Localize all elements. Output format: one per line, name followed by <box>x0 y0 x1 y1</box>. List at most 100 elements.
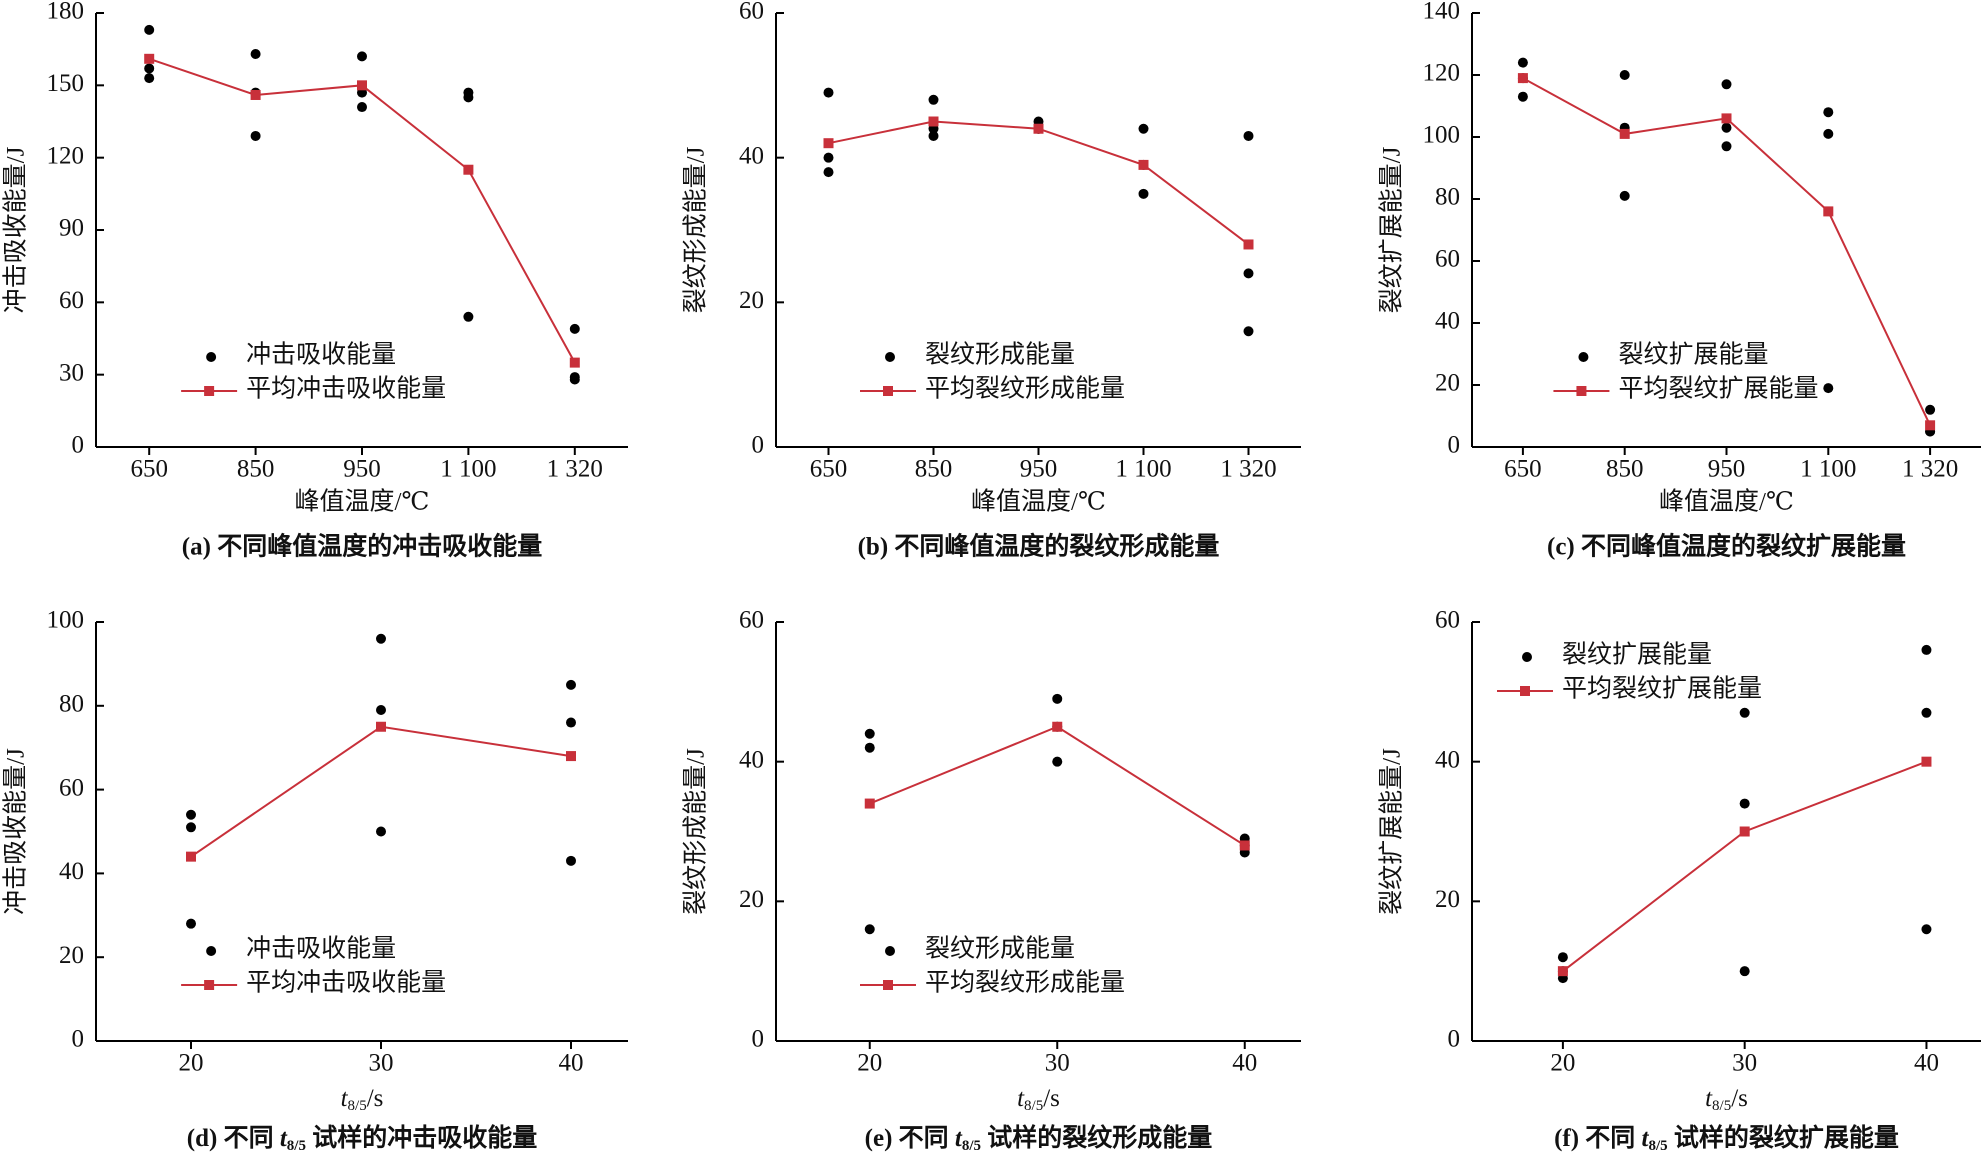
x-axis-label-sub: 8/5 <box>1024 1098 1043 1114</box>
data-point <box>1619 190 1630 201</box>
x-tick-label: 1 320 <box>1902 456 1958 483</box>
data-point <box>1243 268 1254 279</box>
y-axis-label: 裂纹形成能量/J <box>682 748 710 915</box>
caption-text: 试样的冲击吸收能量 <box>306 1123 537 1152</box>
data-point <box>569 374 580 385</box>
legend-marker <box>1520 686 1530 696</box>
legend-label: 裂纹扩展能量 <box>1618 341 1768 369</box>
mean-point <box>1517 73 1528 84</box>
legend-marker <box>885 352 895 362</box>
mean-point <box>1052 721 1063 732</box>
x-tick-label: 650 <box>130 456 168 483</box>
x-tick-label: 1 100 <box>1800 456 1856 483</box>
y-tick-label: 0 <box>752 432 765 459</box>
data-point <box>1921 924 1932 935</box>
x-tick-label: 1 100 <box>1115 456 1171 483</box>
x-tick-label: 30 <box>369 1050 394 1077</box>
y-tick-label: 20 <box>739 886 764 913</box>
legend-label: 平均冲击吸收能量 <box>246 375 446 403</box>
mean-point <box>144 53 155 64</box>
data-point <box>928 130 939 141</box>
mean-point <box>250 89 261 100</box>
legend-marker <box>206 352 217 362</box>
mean-line <box>869 725 1246 847</box>
data-point <box>376 704 386 715</box>
legend-marker <box>1576 386 1587 396</box>
legend-marker <box>204 386 215 396</box>
caption-text: 试样的裂纹扩展能量 <box>1668 1123 1899 1152</box>
x-tick-label: 950 <box>1020 456 1058 483</box>
data-point <box>566 679 576 690</box>
data-point <box>1823 383 1834 394</box>
data-point <box>1921 707 1932 718</box>
data-point <box>566 855 576 866</box>
x-axis-label: 峰值温度/℃ <box>971 488 1106 516</box>
x-axis-label-var: t <box>341 1085 349 1112</box>
data-point <box>1517 91 1528 102</box>
x-tick-label: 30 <box>1045 1050 1070 1077</box>
mean-point <box>928 116 939 127</box>
mean-point <box>566 751 576 762</box>
y-tick-label: 0 <box>752 1026 765 1053</box>
legend-marker <box>204 980 215 990</box>
data-point <box>864 742 875 753</box>
y-tick-label: 40 <box>739 142 764 169</box>
data-point <box>1052 693 1063 704</box>
data-point <box>1721 122 1732 133</box>
legend-marker <box>1522 652 1532 662</box>
y-tick-label: 60 <box>1435 607 1460 634</box>
mean-point <box>1243 239 1254 250</box>
y-tick-label: 120 <box>1423 60 1461 87</box>
x-tick-label: 20 <box>179 1050 204 1077</box>
caption-var: t <box>955 1125 963 1152</box>
y-axis-label: 裂纹扩展能量/J <box>1378 146 1406 313</box>
x-tick-label: 850 <box>915 456 953 483</box>
x-tick-label: 40 <box>1232 1050 1257 1077</box>
data-point <box>357 102 367 113</box>
y-tick-label: 90 <box>59 215 84 242</box>
legend-label: 平均冲击吸收能量 <box>246 969 446 997</box>
data-point <box>1243 130 1254 141</box>
caption: (f) 不同 t8/5 试样的裂纹扩展能量 <box>1554 1123 1899 1155</box>
x-axis-label-text: /s <box>367 1085 384 1112</box>
legend-marker <box>206 946 217 956</box>
x-axis-label: t8/5/s <box>1705 1085 1748 1115</box>
caption: (b) 不同峰值温度的裂纹形成能量 <box>858 532 1220 561</box>
y-axis-label: 冲击吸收能量/J <box>2 748 30 915</box>
mean-point <box>1721 113 1732 124</box>
data-point <box>1739 966 1750 977</box>
y-tick-label: 20 <box>1435 886 1460 913</box>
x-axis-label: t8/5/s <box>1017 1085 1060 1115</box>
caption: (c) 不同峰值温度的裂纹扩展能量 <box>1547 532 1906 561</box>
y-tick-label: 80 <box>1435 184 1460 211</box>
mean-point <box>1925 420 1936 431</box>
y-tick-label: 40 <box>1435 746 1460 773</box>
caption: (e) 不同 t8/5 试样的裂纹形成能量 <box>865 1123 1213 1155</box>
y-tick-label: 60 <box>739 0 764 25</box>
legend-label: 平均裂纹扩展能量 <box>1562 675 1762 703</box>
x-tick-label: 40 <box>559 1050 584 1077</box>
data-point <box>186 918 196 929</box>
data-point <box>357 51 367 62</box>
mean-line <box>1562 760 1927 972</box>
x-tick-label: 950 <box>1708 456 1746 483</box>
y-tick-label: 60 <box>59 287 84 314</box>
data-point <box>566 717 576 728</box>
caption-text: 试样的裂纹形成能量 <box>981 1123 1212 1152</box>
caption-text: (d) 不同 <box>187 1125 280 1152</box>
x-tick-label: 20 <box>1550 1050 1575 1077</box>
legend-label: 平均裂纹形成能量 <box>925 969 1125 997</box>
y-tick-label: 30 <box>59 359 84 386</box>
y-tick-label: 0 <box>1448 432 1461 459</box>
x-axis-label-text: /s <box>1043 1085 1060 1112</box>
y-axis-label: 裂纹扩展能量/J <box>1378 748 1406 915</box>
data-point <box>250 130 261 141</box>
y-tick-label: 180 <box>47 0 85 25</box>
data-point <box>1138 123 1149 134</box>
mean-point <box>1823 206 1834 217</box>
data-point <box>1823 107 1834 118</box>
data-point <box>1721 79 1732 90</box>
data-point <box>144 63 155 74</box>
data-point <box>1619 70 1630 80</box>
caption-var: t <box>280 1125 288 1152</box>
